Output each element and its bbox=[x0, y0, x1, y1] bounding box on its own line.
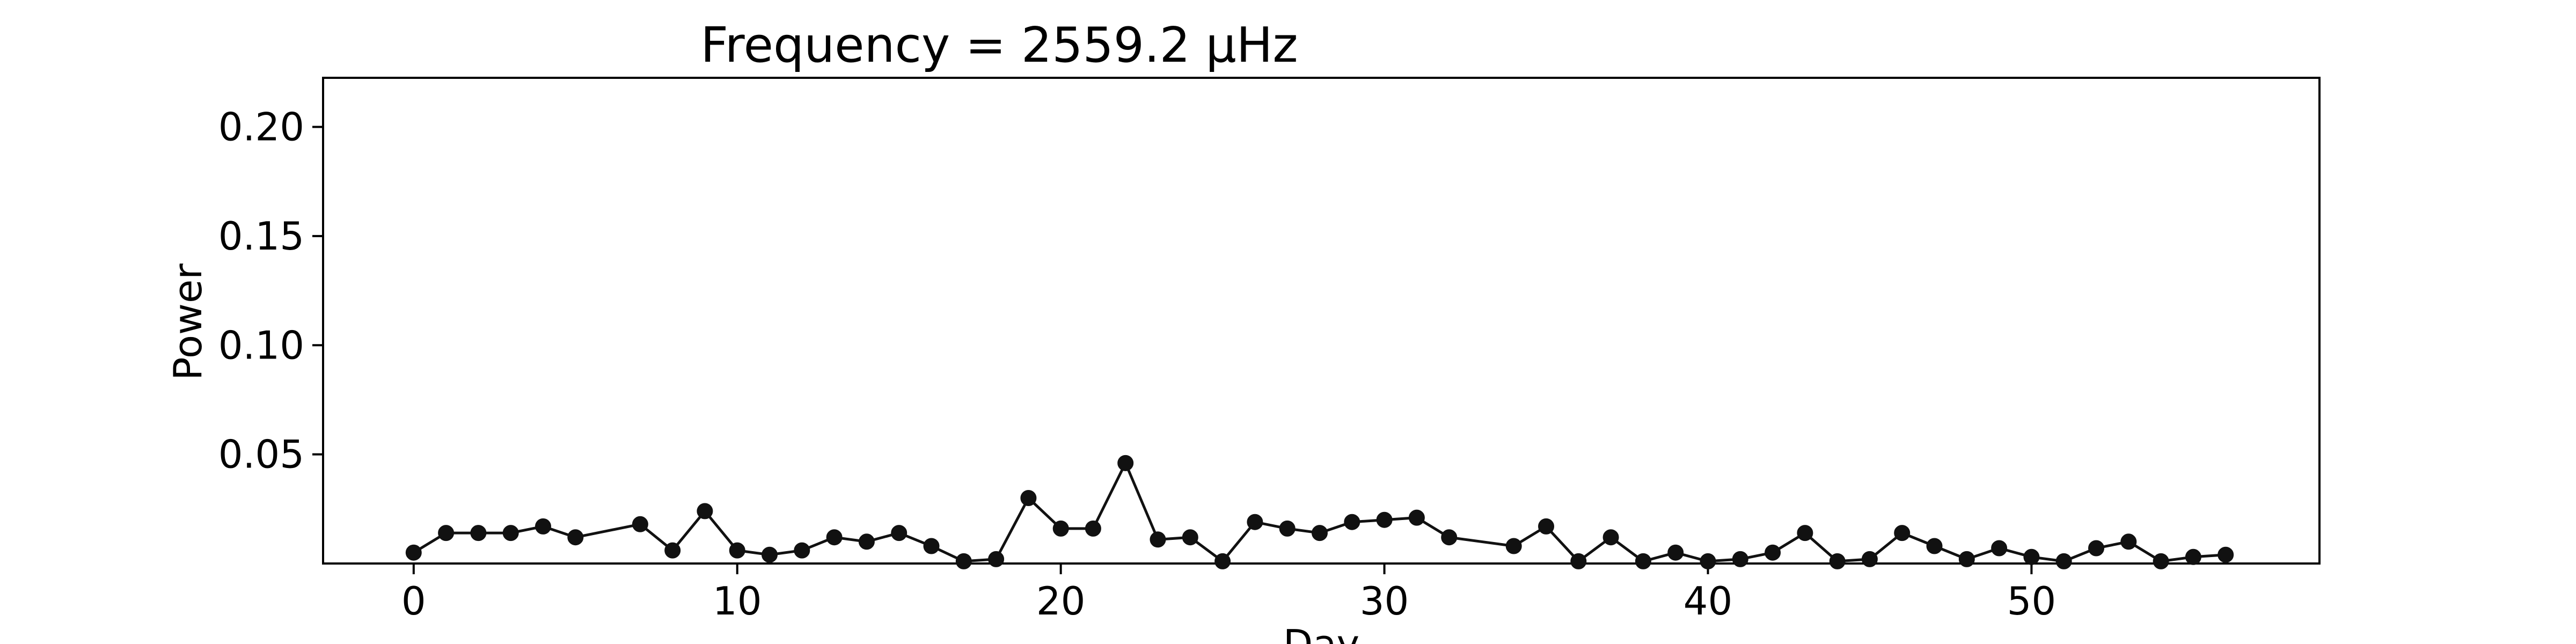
x-tick-label: 30 bbox=[1360, 579, 1409, 624]
data-point bbox=[826, 529, 843, 546]
data-point bbox=[1182, 529, 1198, 546]
y-tick-label: 0.15 bbox=[218, 214, 304, 259]
data-point bbox=[567, 529, 584, 546]
x-tick-label: 10 bbox=[713, 579, 762, 624]
data-point bbox=[1408, 509, 1425, 526]
data-point bbox=[1344, 514, 1360, 530]
data-point bbox=[2153, 553, 2169, 569]
data-point bbox=[664, 542, 681, 559]
x-tick-label: 50 bbox=[2007, 579, 2057, 624]
data-point bbox=[988, 551, 1005, 567]
data-point bbox=[955, 553, 972, 569]
data-point bbox=[1667, 544, 1684, 561]
data-point bbox=[1635, 553, 1651, 569]
data-point bbox=[1732, 551, 1748, 567]
data-point bbox=[1441, 529, 1458, 546]
data-point bbox=[1570, 553, 1587, 569]
x-tick-label: 20 bbox=[1036, 579, 1086, 624]
data-point bbox=[1117, 455, 1134, 471]
data-point bbox=[858, 533, 875, 550]
data-point bbox=[1052, 520, 1069, 537]
data-point bbox=[1829, 553, 1846, 569]
data-point bbox=[2088, 540, 2104, 557]
data-point bbox=[794, 542, 810, 559]
y-tick-label: 0.10 bbox=[218, 323, 304, 368]
data-point bbox=[405, 544, 422, 561]
data-point bbox=[1376, 511, 1393, 528]
data-point bbox=[1247, 514, 1263, 530]
data-point bbox=[1312, 525, 1328, 541]
data-point bbox=[1991, 540, 2008, 557]
data-point bbox=[1538, 518, 1554, 535]
y-axis: 0.05 0.10 0.15 0.20 bbox=[218, 105, 323, 477]
data-point bbox=[1765, 544, 1781, 561]
data-point bbox=[502, 525, 519, 541]
y-tick-label: 0.05 bbox=[218, 432, 304, 477]
x-tick-label: 0 bbox=[401, 579, 426, 624]
data-point bbox=[1861, 551, 1878, 567]
data-point bbox=[632, 516, 648, 532]
data-point bbox=[1797, 525, 1813, 541]
data-point bbox=[1085, 520, 1101, 537]
series-line bbox=[413, 459, 2226, 564]
series-layer bbox=[405, 455, 2234, 569]
x-axis: 0 10 20 30 40 50 bbox=[401, 564, 2056, 624]
data-point bbox=[1279, 520, 1296, 537]
chart-title: Frequency = 2559.2 μHz bbox=[700, 17, 1298, 74]
data-point bbox=[1894, 525, 1911, 541]
data-point bbox=[1926, 538, 1943, 554]
data-point bbox=[891, 525, 908, 541]
plot-frame bbox=[322, 77, 2321, 565]
data-point bbox=[923, 538, 940, 554]
data-point bbox=[2023, 548, 2040, 565]
data-point bbox=[2185, 548, 2201, 565]
plot-area bbox=[322, 77, 2321, 565]
data-point bbox=[470, 525, 487, 541]
data-point bbox=[1214, 553, 1231, 569]
y-axis-label: Power bbox=[165, 264, 210, 380]
data-point bbox=[2120, 533, 2137, 550]
data-point bbox=[1602, 529, 1619, 546]
data-point bbox=[1700, 553, 1716, 569]
data-point bbox=[697, 503, 713, 519]
y-tick-label: 0.20 bbox=[218, 105, 304, 150]
data-point bbox=[1505, 538, 1522, 554]
x-tick-label: 40 bbox=[1684, 579, 1733, 624]
data-point bbox=[762, 546, 778, 563]
data-point bbox=[438, 525, 455, 541]
data-point bbox=[535, 518, 551, 535]
data-point bbox=[729, 542, 745, 559]
data-point bbox=[2218, 546, 2234, 563]
data-point bbox=[1150, 531, 1166, 548]
data-point bbox=[1958, 551, 1975, 567]
data-point bbox=[2055, 553, 2072, 569]
data-point bbox=[1020, 490, 1037, 506]
x-axis-label: Day bbox=[1283, 621, 1359, 644]
